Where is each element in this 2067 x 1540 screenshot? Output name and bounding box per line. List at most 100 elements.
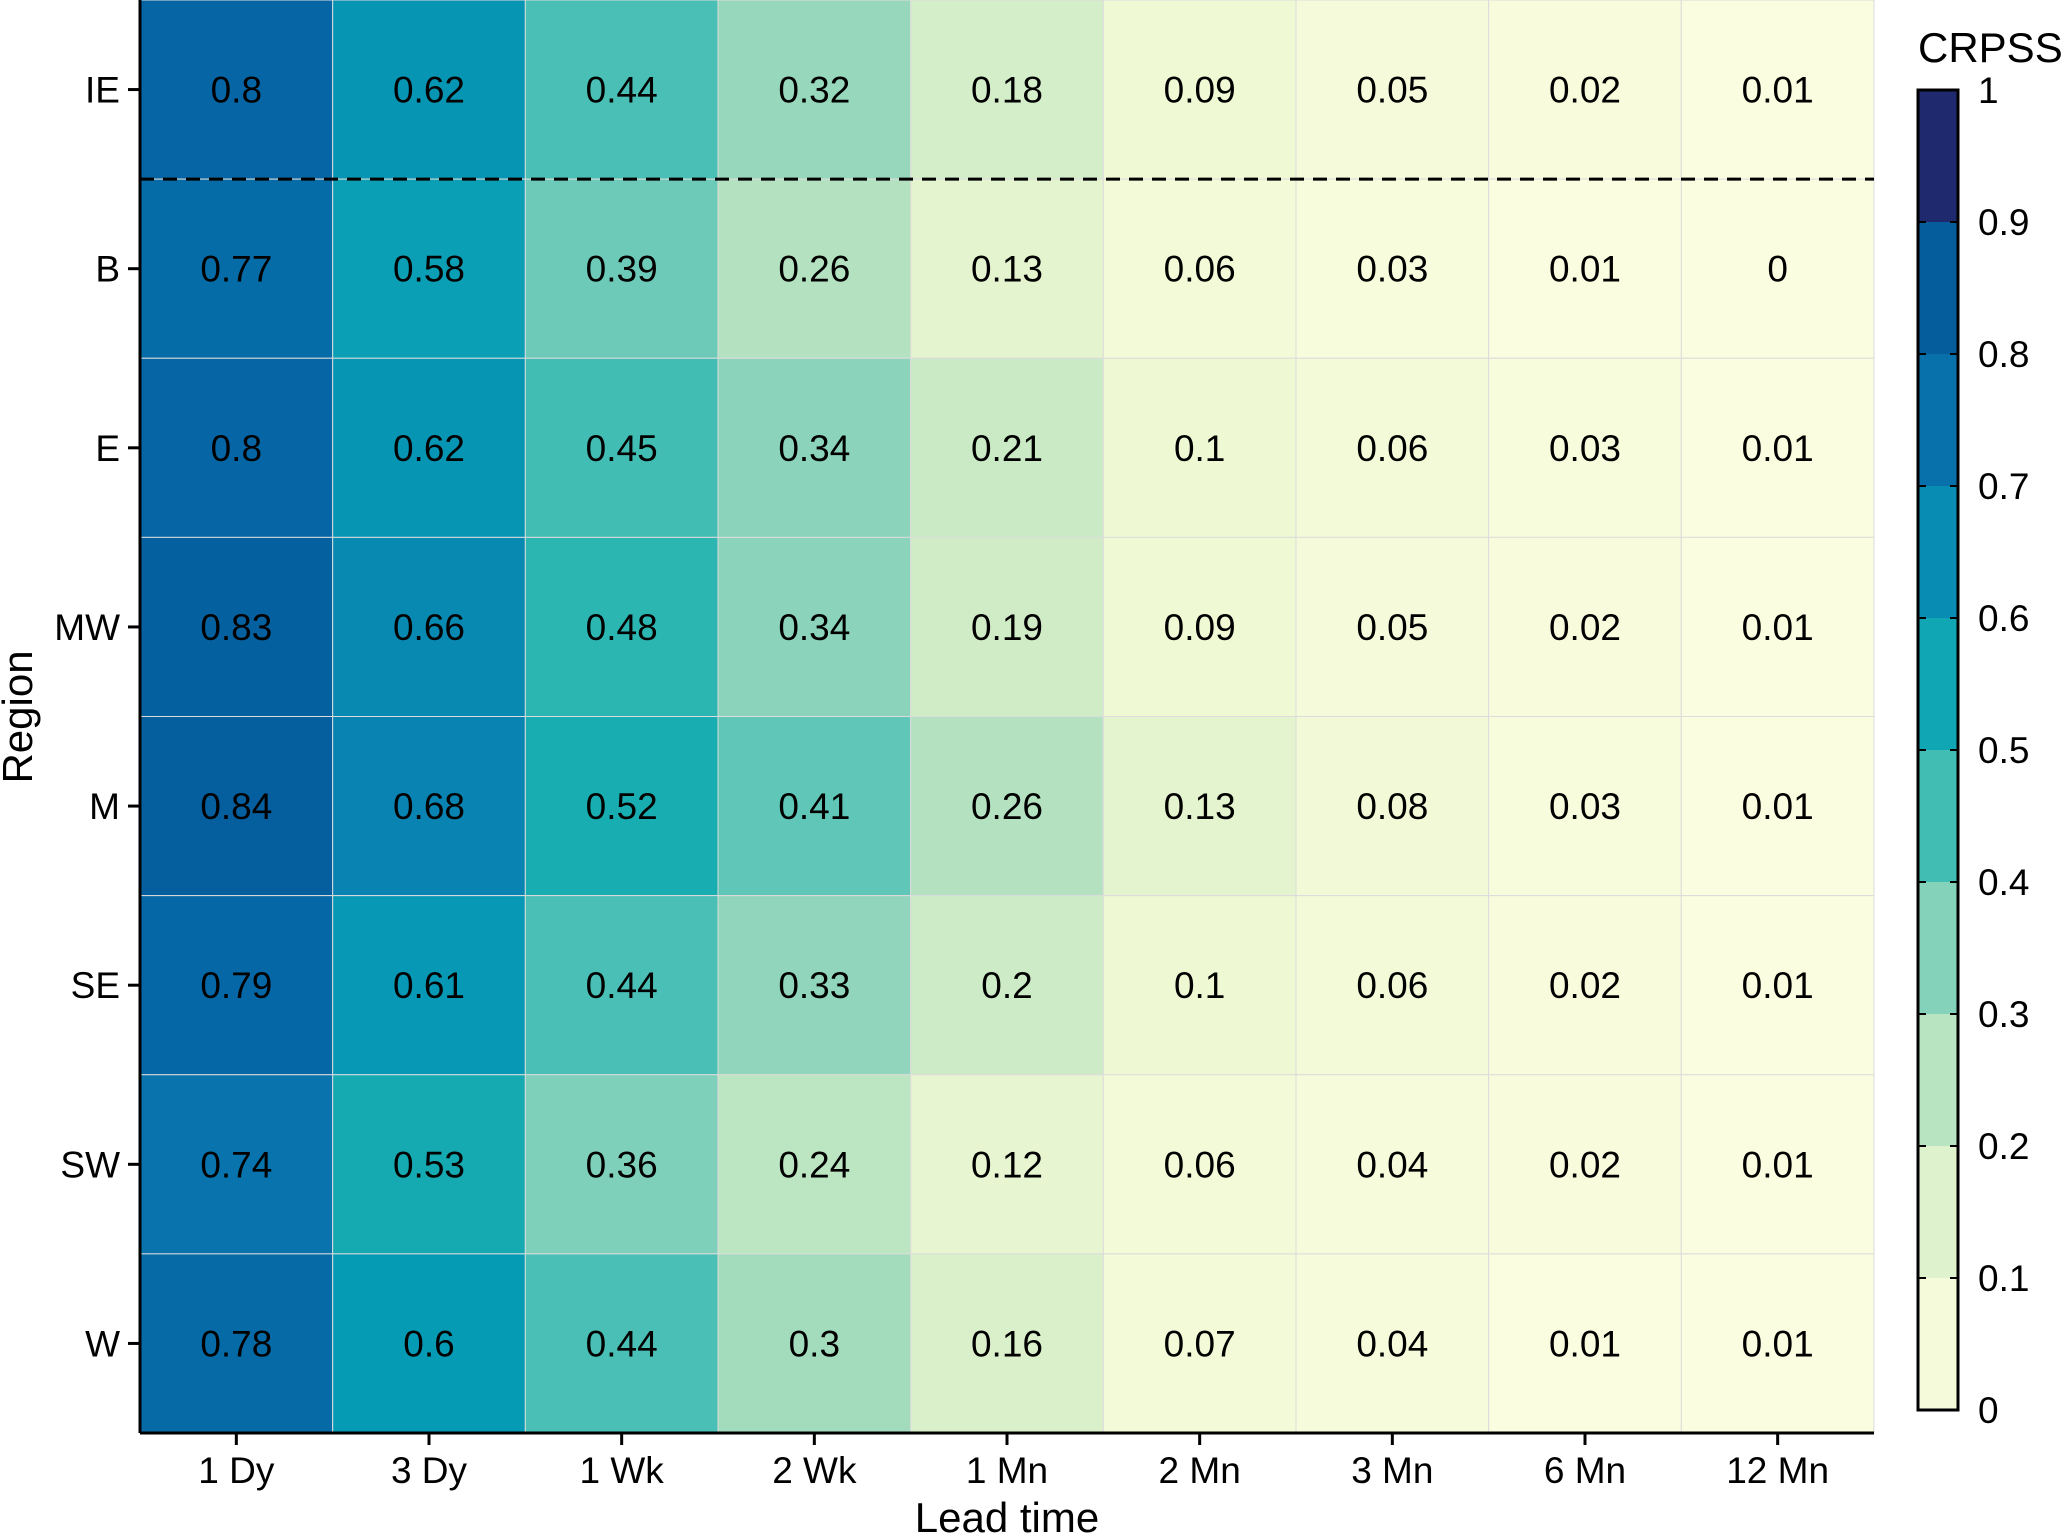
heatmap-cell <box>717 357 912 538</box>
y-tick-label: MW <box>54 607 120 648</box>
cell-value-label: 0.48 <box>586 607 658 648</box>
colorbar-tick-label: 0 <box>1978 1390 1999 1431</box>
colorbar-tick-label: 0.6 <box>1978 598 2029 639</box>
cell-value-label: 0.01 <box>1742 1144 1814 1185</box>
heatmap-cell <box>1680 0 1875 180</box>
heatmap-cell <box>139 536 334 717</box>
heatmap-cell <box>524 357 719 538</box>
heatmap-cell <box>910 1074 1104 1255</box>
heatmap-cell <box>1102 895 1297 1076</box>
heatmap-cell <box>717 1074 912 1255</box>
heatmap-cell <box>910 1253 1104 1434</box>
heatmap-cell <box>1488 357 1682 538</box>
cell-value-label: 0.6 <box>403 1323 454 1364</box>
heatmap-cell <box>1680 357 1875 538</box>
heatmap-cell <box>1295 357 1490 538</box>
cell-value-label: 0.06 <box>1164 249 1236 290</box>
heatmap-cell <box>1295 0 1490 180</box>
cell-value-label: 0.06 <box>1164 1144 1236 1185</box>
cell-value-label: 0.32 <box>778 70 850 111</box>
y-tick-label: IE <box>85 70 120 111</box>
colorbar-legend: 0 0.1 0.2 0.3 0.4 0.5 0.6 0.7 0.8 0.9 1 <box>1916 70 2029 1431</box>
heatmap-cell <box>1295 895 1490 1076</box>
x-tick-label: 2 Wk <box>772 1450 857 1491</box>
heatmap-cell <box>139 178 334 359</box>
heatmap-cell <box>717 178 912 359</box>
cell-value-label: 0.03 <box>1356 249 1428 290</box>
colorbar-bin <box>1918 1278 1958 1410</box>
colorbar-tick-label: 0.3 <box>1978 994 2029 1035</box>
cell-value-label: 0.12 <box>971 1144 1043 1185</box>
x-tick-label: 1 Mn <box>966 1450 1048 1491</box>
heatmap-cell <box>139 1253 334 1434</box>
heatmap-cell <box>717 1253 912 1434</box>
heatmap-cell <box>332 178 526 359</box>
cell-value-label: 0.84 <box>200 786 272 827</box>
cell-value-label: 0.2 <box>981 965 1032 1006</box>
colorbar-bin <box>1918 618 1958 750</box>
colorbar-tick-label: 0.5 <box>1978 730 2029 771</box>
heatmap-cell <box>139 0 334 180</box>
heatmap-cell <box>910 716 1104 897</box>
x-axis-title: Lead time <box>915 1494 1099 1535</box>
cell-value-label: 0.13 <box>971 249 1043 290</box>
heatmap-cell <box>332 1253 526 1434</box>
heatmap-cell <box>910 536 1104 717</box>
colorbar-bin <box>1918 1014 1958 1146</box>
cell-value-label: 0.66 <box>393 607 465 648</box>
heatmap-cell <box>1102 716 1297 897</box>
cell-value-label: 0.53 <box>393 1144 465 1185</box>
heatmap-cell <box>1102 357 1297 538</box>
y-axis-title: Region <box>0 650 41 783</box>
cell-value-label: 0.19 <box>971 607 1043 648</box>
cell-value-label: 0.83 <box>200 607 272 648</box>
cell-value-label: 0.3 <box>789 1323 840 1364</box>
x-tick-label: 6 Mn <box>1544 1450 1626 1491</box>
cell-value-label: 0.02 <box>1549 1144 1621 1185</box>
heatmap-cell <box>139 357 334 538</box>
heatmap-cell <box>139 1074 334 1255</box>
colorbar-tick-label: 0.4 <box>1978 862 2029 903</box>
colorbar-bin <box>1918 90 1958 222</box>
heatmap-cell <box>1295 716 1490 897</box>
cell-value-label: 0.02 <box>1549 70 1621 111</box>
heatmap-cell <box>524 1074 719 1255</box>
colorbar-bin <box>1918 750 1958 882</box>
colorbar-bin <box>1918 1146 1958 1278</box>
cell-value-label: 0.41 <box>778 786 850 827</box>
cell-value-label: 0.03 <box>1549 786 1621 827</box>
x-tick-label: 1 Dy <box>198 1450 275 1491</box>
colorbar-frame <box>1916 88 1960 1412</box>
colorbar-tick-label: 0.9 <box>1978 202 2029 243</box>
colorbar-bin <box>1918 486 1958 618</box>
heatmap-cell <box>332 0 526 180</box>
heatmap-cell <box>139 716 334 897</box>
heatmap-cell <box>1680 716 1875 897</box>
colorbar-tick-label: 0.7 <box>1978 466 2029 507</box>
heatmap-cell <box>1680 536 1875 717</box>
heatmap-cell <box>1102 178 1297 359</box>
cell-value-label: 0.8 <box>211 428 262 469</box>
cell-value-label: 0.05 <box>1356 70 1428 111</box>
cell-value-label: 0.09 <box>1164 607 1236 648</box>
heatmap-cell <box>524 178 719 359</box>
x-tick-label: 1 Wk <box>580 1450 665 1491</box>
heatmap-cell <box>717 895 912 1076</box>
cell-value-label: 0.18 <box>971 70 1043 111</box>
legend-title: CRPSS <box>1918 24 2063 71</box>
y-tick-label: M <box>89 786 120 827</box>
y-tick-label: SW <box>60 1144 120 1185</box>
cell-value-label: 0.21 <box>971 428 1043 469</box>
colorbar-tick-label: 1 <box>1978 70 1999 111</box>
colorbar-tick-label: 0.2 <box>1978 1126 2029 1167</box>
heatmap-cell <box>524 0 719 180</box>
heatmap-cell <box>1102 536 1297 717</box>
cell-value-label: 0 <box>1767 249 1788 290</box>
cell-value-label: 0.44 <box>586 1323 658 1364</box>
heatmap-cell <box>1102 0 1297 180</box>
colorbar-bin <box>1918 882 1958 1014</box>
cell-value-label: 0.01 <box>1742 786 1814 827</box>
heatmap-cells <box>139 0 1875 1434</box>
heatmap-cell <box>910 178 1104 359</box>
cell-value-label: 0.03 <box>1549 428 1621 469</box>
